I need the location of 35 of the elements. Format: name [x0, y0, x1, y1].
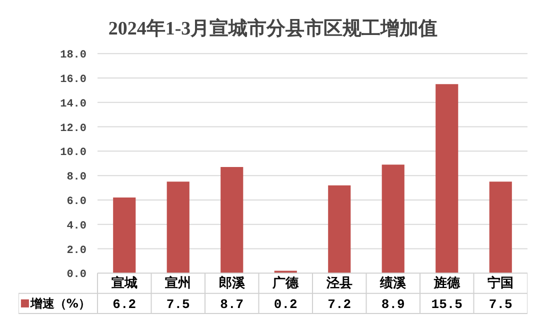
x-tick-label: 绩溪 — [379, 276, 408, 291]
x-tick-label: 泾县 — [325, 276, 352, 291]
x-tick-label: 宣城 — [111, 274, 138, 291]
y-tick-label: 12.0 — [60, 122, 86, 135]
bar — [382, 164, 404, 274]
data-label: 7.5 — [488, 296, 513, 312]
data-label: 6.2 — [112, 296, 136, 312]
data-label: 7.5 — [166, 296, 190, 312]
legend-label: 增速（%） — [29, 296, 90, 310]
bar — [436, 84, 458, 274]
bar — [166, 182, 190, 274]
y-tick-label: 8.0 — [66, 172, 87, 184]
chart-title: 2024年1-3月宣城市分县市区规工增加值 — [108, 18, 438, 40]
x-tick-label: 宣州 — [165, 274, 192, 291]
y-tick-label: 4.0 — [66, 220, 87, 232]
y-tick-label: 14.0 — [60, 98, 86, 110]
y-tick-label: 0.0 — [66, 269, 87, 282]
data-label: 7.2 — [328, 296, 352, 312]
bar — [489, 182, 512, 274]
data-label: 0.2 — [274, 296, 298, 312]
y-tick-label: 2.0 — [66, 244, 87, 257]
bar — [113, 198, 136, 274]
data-label: 8.7 — [220, 296, 244, 312]
y-tick-label: 6.0 — [66, 196, 87, 208]
data-label: 8.9 — [381, 296, 406, 312]
x-tick-label: 宁国 — [488, 274, 514, 291]
y-tick-label: 16.0 — [60, 74, 86, 86]
x-tick-label: 旌德 — [432, 274, 461, 291]
y-tick-label: 10.0 — [60, 147, 86, 160]
data-label: 15.5 — [431, 296, 463, 312]
bar — [328, 185, 351, 274]
y-tick-label: 18.0 — [60, 50, 86, 62]
x-tick-label: 郎溪 — [218, 274, 246, 291]
bar — [220, 167, 244, 274]
x-tick-label: 广德 — [272, 274, 300, 291]
